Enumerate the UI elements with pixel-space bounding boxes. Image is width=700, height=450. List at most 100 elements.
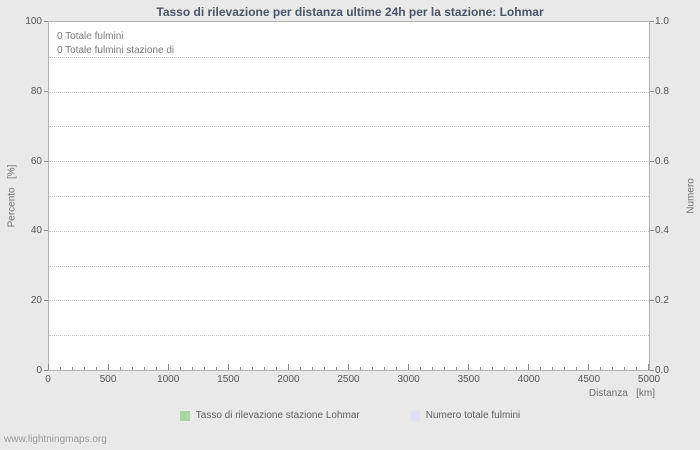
x-tickmark-minor <box>624 367 625 370</box>
x-tickmark-minor <box>120 367 121 370</box>
legend-item-detection-rate: Tasso di rilevazione stazione Lohmar <box>179 410 360 421</box>
gridline <box>49 196 649 197</box>
y-tickmark-right <box>650 90 654 92</box>
x-axis-tick: 500 <box>99 374 117 385</box>
x-tickmark-minor <box>372 367 373 370</box>
x-tickmark-major <box>288 364 289 370</box>
x-tickmark-minor <box>312 367 313 370</box>
x-axis-tick: 1500 <box>217 374 240 385</box>
x-tickmark-minor <box>432 367 433 370</box>
y-axis-tick-right: 0.6 <box>655 155 669 167</box>
x-tickmark-major <box>408 364 409 370</box>
x-tickmark-minor <box>144 367 145 370</box>
legend: Tasso di rilevazione stazione Lohmar Num… <box>0 410 700 421</box>
legend-swatch-detection-rate <box>179 410 190 421</box>
x-tickmark-major <box>168 364 169 370</box>
y-axis-tick-right: 0.2 <box>655 295 669 307</box>
x-tickmark-minor <box>456 367 457 370</box>
x-tickmark-major <box>48 364 49 370</box>
x-tickmark-minor <box>180 367 181 370</box>
y-axis-label-right: Numero <box>685 178 697 214</box>
x-tickmark-minor <box>72 367 73 370</box>
x-axis-tick: 2500 <box>337 374 360 385</box>
gridline <box>49 265 649 267</box>
x-tickmark-minor <box>360 367 361 370</box>
watermark-link[interactable]: www.lightningmaps.org <box>4 434 107 445</box>
x-tickmark-minor <box>492 367 493 370</box>
x-axis-label: Distanza [km] <box>588 388 655 399</box>
x-tickmark-minor <box>204 367 205 370</box>
y-tickmark-right <box>650 230 654 232</box>
x-tickmark-minor <box>504 367 505 370</box>
x-tickmark-minor <box>84 367 85 370</box>
y-tickmark-right <box>650 300 654 302</box>
x-tickmark-minor <box>216 367 217 370</box>
x-tickmark-minor <box>600 367 601 370</box>
y-axis-tick-right: 0.8 <box>655 85 669 97</box>
y-axis-tick-left: 60 <box>30 155 42 167</box>
y-axis-tick-right: 0.4 <box>655 225 669 237</box>
y-axis-tick-left: 20 <box>30 295 42 307</box>
x-tickmark-major <box>588 364 589 370</box>
plot-annotations: 0 Totale fulmini 0 Totale fulmini stazio… <box>57 30 174 58</box>
x-tickmark-minor <box>551 367 553 370</box>
x-tickmark-minor <box>96 367 97 370</box>
x-tickmark-minor <box>240 367 241 370</box>
gridline <box>49 335 649 337</box>
y-tickmark-right <box>650 370 654 371</box>
x-tickmark-minor <box>480 367 481 370</box>
x-tickmark-minor <box>264 367 265 370</box>
y-axis-label-left: Percento [%] <box>6 164 18 228</box>
x-tickmark-major <box>108 364 109 370</box>
x-tickmark-minor <box>612 367 613 370</box>
x-tickmark-minor <box>384 367 385 370</box>
y-tickmark-right <box>650 21 654 22</box>
x-tickmark-minor <box>156 367 157 370</box>
y-axis-tick-left: 0 <box>36 365 42 376</box>
x-axis-tick: 4000 <box>517 374 540 385</box>
x-axis-tick: 5000 <box>637 374 661 385</box>
x-axis-tick: 0 <box>45 374 51 385</box>
x-axis-tick: 3000 <box>397 374 420 385</box>
x-tickmark-minor <box>60 367 61 370</box>
x-tickmark-minor <box>396 367 397 370</box>
y-axis-tick-left: 40 <box>30 225 42 237</box>
y-tickmark-left <box>44 21 48 22</box>
gridline <box>49 126 649 128</box>
x-tickmark-minor <box>564 367 565 370</box>
legend-label-total-strikes: Numero totale fulmini <box>425 410 521 421</box>
annotation-station-strikes: 0 Totale fulmini stazione di <box>57 45 175 56</box>
x-tickmark-minor <box>252 367 253 370</box>
y-tickmark-left <box>44 160 48 162</box>
gridline <box>49 230 649 232</box>
x-axis-tick: 4500 <box>577 374 601 385</box>
y-tickmark-left <box>44 230 48 232</box>
x-tickmark-major <box>348 364 349 370</box>
x-tickmark-minor <box>636 367 637 370</box>
x-axis-tick: 1000 <box>157 374 180 385</box>
x-tickmark-minor <box>515 367 517 370</box>
x-tickmark-minor <box>299 367 301 370</box>
x-tickmark-minor <box>276 367 277 370</box>
x-tickmark-minor <box>132 367 133 370</box>
y-axis-tick-right: 0.0 <box>655 365 669 376</box>
annotation-total-strikes: 0 Totale fulmini <box>57 31 124 42</box>
gridline <box>49 91 649 93</box>
y-tickmark-left <box>44 90 48 92</box>
y-axis-tick-left: 100 <box>25 16 42 27</box>
x-tickmark-minor <box>420 367 421 370</box>
gridline <box>49 161 649 163</box>
chart-title: Tasso di rilevazione per distanza ultime… <box>156 5 544 19</box>
x-tickmark-minor <box>444 367 445 370</box>
gridline <box>49 300 649 302</box>
legend-swatch-total-strikes <box>409 410 420 421</box>
gridline <box>49 56 649 58</box>
x-axis-tick: 2000 <box>277 374 300 385</box>
x-tickmark-minor <box>324 367 325 370</box>
x-tickmark-major <box>468 364 469 370</box>
x-tickmark-major <box>648 364 649 370</box>
x-tickmark-minor <box>336 367 337 370</box>
x-tickmark-minor <box>192 367 193 370</box>
x-tickmark-major <box>228 364 229 370</box>
x-axis-tick: 3500 <box>457 374 480 385</box>
